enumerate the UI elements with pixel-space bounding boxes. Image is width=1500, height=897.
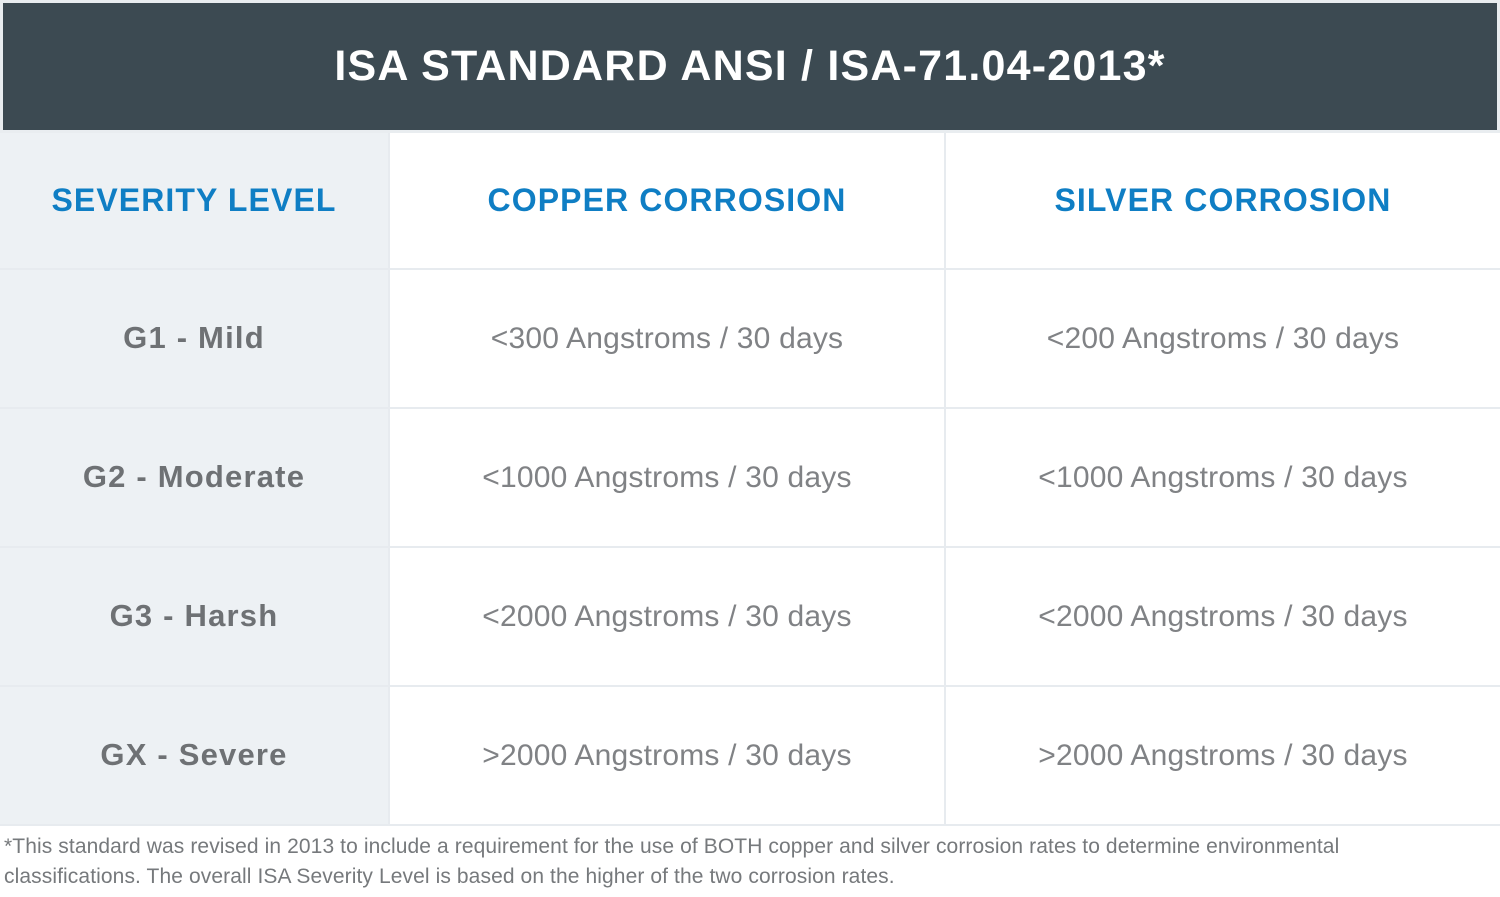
column-header-severity-level-label: SEVERITY LEVEL: [51, 181, 337, 218]
column-header-copper-corrosion: COPPER CORROSION: [389, 133, 946, 270]
silver-corrosion-value: <200 Angstroms / 30 days: [1046, 322, 1400, 355]
cell-copper: >2000 Angstroms / 30 days: [389, 686, 946, 826]
copper-corrosion-value: <300 Angstroms / 30 days: [490, 322, 844, 355]
cell-severity: G3 - Harsh: [0, 547, 390, 687]
silver-corrosion-value: <1000 Angstroms / 30 days: [1038, 461, 1408, 494]
severity-level-label: G2 - Moderate: [82, 459, 306, 495]
severity-level-label: GX - Severe: [100, 737, 288, 773]
cell-silver: >2000 Angstroms / 30 days: [945, 686, 1500, 826]
cell-copper: <300 Angstroms / 30 days: [389, 269, 946, 409]
table-header-row: SEVERITY LEVEL COPPER CORROSION SILVER C…: [0, 133, 1500, 270]
silver-corrosion-value: <2000 Angstroms / 30 days: [1038, 600, 1408, 633]
column-header-severity-level: SEVERITY LEVEL: [0, 133, 390, 270]
page-title: ISA STANDARD ANSI / ISA-71.04-2013*: [334, 42, 1166, 90]
table-head: SEVERITY LEVEL COPPER CORROSION SILVER C…: [0, 133, 1500, 270]
cell-severity: G1 - Mild: [0, 269, 390, 409]
cell-silver: <2000 Angstroms / 30 days: [945, 547, 1500, 687]
table-body: G1 - Mild <300 Angstroms / 30 days <200 …: [0, 269, 1500, 826]
column-header-silver-corrosion: SILVER CORROSION: [945, 133, 1500, 270]
table-row: GX - Severe >2000 Angstroms / 30 days >2…: [0, 686, 1500, 826]
table-row: G1 - Mild <300 Angstroms / 30 days <200 …: [0, 269, 1500, 409]
cell-copper: <1000 Angstroms / 30 days: [389, 408, 946, 548]
table-row: G2 - Moderate <1000 Angstroms / 30 days …: [0, 408, 1500, 548]
title-banner: ISA STANDARD ANSI / ISA-71.04-2013*: [0, 0, 1500, 133]
silver-corrosion-value: >2000 Angstroms / 30 days: [1038, 739, 1408, 772]
copper-corrosion-value: <1000 Angstroms / 30 days: [482, 461, 852, 494]
footnote-text: *This standard was revised in 2013 to in…: [4, 835, 1340, 888]
column-header-silver-corrosion-label: SILVER CORROSION: [1054, 181, 1392, 218]
table-row: G3 - Harsh <2000 Angstroms / 30 days <20…: [0, 547, 1500, 687]
copper-corrosion-value: >2000 Angstroms / 30 days: [482, 739, 852, 772]
cell-silver: <1000 Angstroms / 30 days: [945, 408, 1500, 548]
severity-level-label: G1 - Mild: [123, 320, 265, 356]
cell-severity: GX - Severe: [0, 686, 390, 826]
copper-corrosion-value: <2000 Angstroms / 30 days: [482, 600, 852, 633]
severity-level-label: G3 - Harsh: [109, 598, 279, 634]
cell-severity: G2 - Moderate: [0, 408, 390, 548]
isa-severity-table: SEVERITY LEVEL COPPER CORROSION SILVER C…: [0, 133, 1500, 826]
column-header-copper-corrosion-label: COPPER CORROSION: [487, 181, 847, 218]
cell-copper: <2000 Angstroms / 30 days: [389, 547, 946, 687]
cell-silver: <200 Angstroms / 30 days: [945, 269, 1500, 409]
table-container: SEVERITY LEVEL COPPER CORROSION SILVER C…: [0, 133, 1500, 826]
